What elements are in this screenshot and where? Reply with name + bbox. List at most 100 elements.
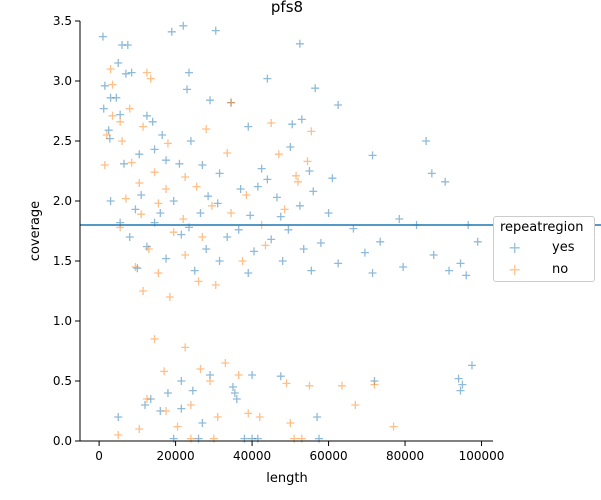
data-point [297, 115, 306, 124]
data-point [473, 237, 482, 246]
data-point [154, 199, 163, 208]
data-point [202, 245, 211, 253]
data-point [162, 407, 171, 415]
data-point [227, 209, 236, 217]
data-point [160, 367, 169, 376]
data-point [194, 277, 203, 286]
data-point [133, 264, 142, 273]
y-tick-label: 3.0 [53, 74, 72, 88]
series-yes [98, 21, 482, 443]
data-point [156, 209, 165, 217]
y-tick-label: 1.5 [53, 254, 72, 268]
data-point [137, 191, 146, 199]
x-axis-label: length [266, 471, 307, 486]
data-point [141, 401, 150, 409]
y-axis: 0.0 0.5 1.0 1.5 2.0 2.5 3.0 3.5 [53, 14, 80, 448]
data-point [179, 215, 188, 223]
data-point [263, 74, 272, 83]
y-tick-label: 3.5 [53, 14, 72, 28]
data-point [135, 179, 144, 187]
data-point [177, 404, 186, 413]
x-tick-label: 0 [95, 449, 103, 463]
data-point [274, 150, 283, 159]
data-point [368, 151, 377, 160]
data-point [305, 381, 314, 390]
data-point [284, 225, 293, 234]
data-point [456, 386, 465, 395]
data-point [215, 257, 224, 265]
data-point [142, 68, 151, 77]
data-point [278, 257, 287, 265]
data-point [316, 239, 325, 247]
plus-marker-icon: + [508, 238, 522, 257]
data-point [238, 257, 247, 265]
y-tick-label: 0.5 [53, 374, 72, 388]
data-point [100, 161, 109, 169]
data-point [127, 158, 136, 167]
data-point [399, 263, 408, 271]
legend-item-yes: + yes [494, 239, 594, 257]
x-axis: 0 20000 40000 60000 80000 100000 [95, 441, 504, 463]
data-point [244, 122, 253, 131]
data-point [395, 215, 404, 223]
data-point [309, 187, 318, 196]
data-point [232, 395, 241, 403]
data-point [334, 259, 343, 268]
data-point [311, 84, 320, 93]
data-point [202, 125, 211, 133]
data-point [190, 266, 199, 275]
data-point [116, 110, 125, 119]
data-point [267, 235, 276, 244]
data-point [119, 159, 128, 168]
data-point [198, 419, 207, 427]
data-point [454, 374, 463, 383]
data-point [135, 425, 144, 433]
data-point [162, 254, 171, 263]
data-point [234, 225, 243, 234]
data-point [422, 137, 431, 145]
data-point [162, 156, 171, 165]
data-point [100, 81, 109, 90]
data-point [313, 413, 322, 421]
data-point [307, 127, 316, 136]
data-point [360, 248, 369, 257]
data-point [228, 383, 237, 391]
data-point [106, 197, 115, 205]
data-point [150, 335, 159, 343]
data-point [286, 143, 295, 151]
data-point [458, 380, 467, 389]
data-point [206, 377, 215, 385]
data-point [150, 145, 159, 154]
data-point [108, 111, 117, 120]
data-point [248, 371, 257, 379]
data-point [142, 111, 151, 120]
data-point [169, 197, 178, 205]
data-point [139, 122, 148, 131]
data-point [137, 210, 146, 219]
data-point [114, 431, 123, 439]
data-point [295, 39, 304, 48]
data-point [167, 27, 176, 36]
legend-label-yes: yes [552, 240, 575, 255]
data-point [246, 211, 255, 220]
legend-label-no: no [552, 262, 569, 277]
data-point [295, 201, 304, 210]
data-point [177, 377, 186, 385]
data-point [456, 259, 465, 268]
data-point [276, 372, 285, 381]
legend-title: repeatregion [500, 220, 584, 235]
x-tick-label: 20000 [157, 449, 195, 463]
series-layer [98, 21, 482, 443]
data-point [154, 269, 163, 277]
data-point [146, 74, 155, 83]
data-point [288, 120, 297, 129]
data-point [139, 287, 148, 295]
data-point [121, 194, 130, 203]
data-point [98, 32, 107, 41]
data-point [249, 247, 258, 256]
data-point [257, 164, 266, 173]
data-point [173, 422, 182, 431]
data-point [292, 171, 301, 180]
data-point [334, 101, 343, 109]
data-point [135, 150, 144, 159]
